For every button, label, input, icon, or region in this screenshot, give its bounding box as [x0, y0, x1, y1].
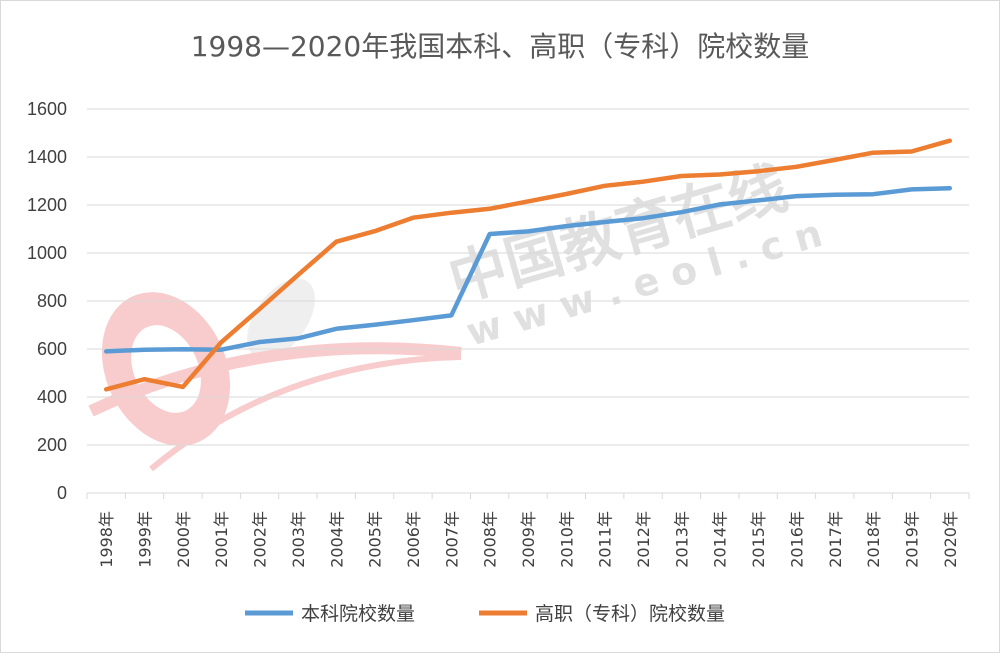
legend-label-vocational: 高职（专科）院校数量	[535, 603, 725, 625]
x-tick-label: 2009年	[519, 511, 538, 568]
x-tick-label: 2008年	[481, 511, 500, 568]
y-tick-label: 1600	[27, 99, 67, 119]
x-tick-label: 1999年	[136, 511, 155, 568]
legend: 本科院校数量 高职（专科）院校数量	[245, 603, 725, 625]
x-tick-label: 2007年	[442, 511, 461, 568]
x-tick-label: 2005年	[366, 511, 385, 568]
x-tick-label: 2020年	[941, 511, 960, 568]
x-tick-label: 2002年	[251, 511, 270, 568]
grid-lines	[87, 108, 969, 494]
x-tick-label: 2016年	[787, 511, 806, 568]
x-tick-label: 2017年	[826, 511, 845, 568]
x-tick-label: 2006年	[404, 511, 423, 568]
x-tick-label: 2000年	[174, 511, 193, 568]
y-tick-label: 1400	[27, 147, 67, 167]
x-tick-label: 2014年	[711, 511, 730, 568]
legend-item-bachelor: 本科院校数量	[245, 603, 415, 625]
x-tick-label: 2004年	[327, 511, 346, 568]
y-axis: 0 200 400 600 800 1000 1200 1400 1600	[27, 99, 67, 503]
chart-title: 1998—2020年我国本科、高职（专科）院校数量	[191, 30, 810, 63]
eol-logo	[88, 278, 462, 472]
y-tick-label: 1200	[27, 195, 67, 215]
x-axis: 1998年 1999年 2000年 2001年 2002年 2003年 2004年 2005年…	[86, 493, 970, 568]
legend-item-vocational: 高职（专科）院校数量	[479, 603, 725, 625]
x-tick-label: 2012年	[634, 511, 653, 568]
x-tick-label: 2013年	[672, 511, 691, 568]
y-tick-label: 800	[37, 291, 67, 311]
y-tick-label: 600	[37, 339, 67, 359]
x-tick-label: 2018年	[864, 511, 883, 568]
x-tick-label: 2001年	[212, 511, 231, 568]
x-tick-label: 2019年	[902, 511, 921, 568]
x-tick-label: 2003年	[289, 511, 308, 568]
legend-label-bachelor: 本科院校数量	[301, 603, 415, 625]
y-tick-label: 400	[37, 387, 67, 407]
x-tick-label: 2011年	[596, 511, 615, 568]
series-layer	[103, 138, 953, 392]
y-tick-label: 1000	[27, 243, 67, 263]
x-tick-label: 1998年	[97, 511, 116, 568]
y-tick-label: 200	[37, 435, 67, 455]
x-tick-label: 2010年	[557, 511, 576, 568]
y-tick-label: 0	[57, 483, 67, 503]
x-tick-label: 2015年	[749, 511, 768, 568]
